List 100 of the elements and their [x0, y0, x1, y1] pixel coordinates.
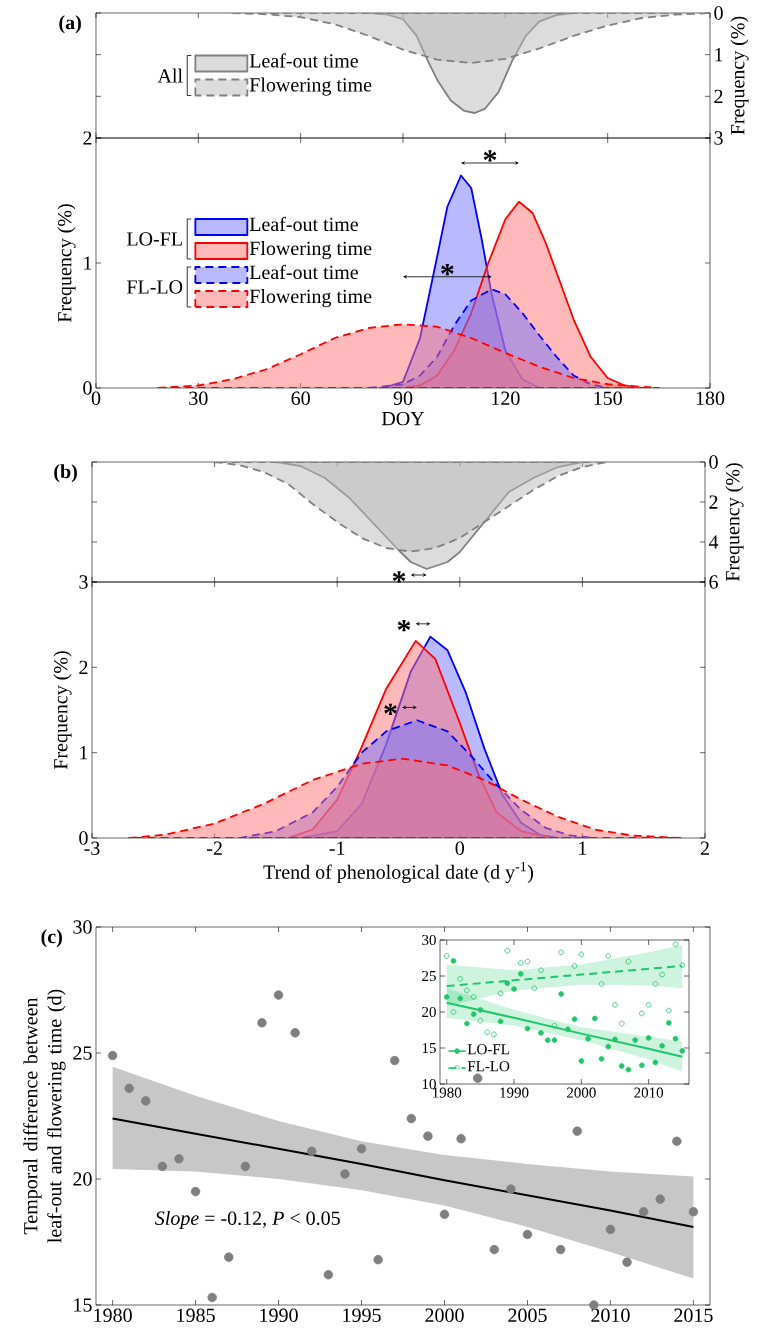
point	[450, 1009, 457, 1015]
y-tick-label: 30	[73, 920, 92, 934]
legend-label: Leaf-out time	[249, 53, 358, 68]
y-tick-label: 0	[714, 6, 723, 20]
point	[472, 1073, 483, 1083]
x-axis-title: DOY	[381, 411, 425, 426]
point	[585, 1035, 591, 1042]
point	[340, 1169, 350, 1179]
point	[107, 1050, 118, 1061]
annotation: *	[441, 263, 454, 276]
point	[672, 941, 679, 948]
point	[257, 1018, 267, 1028]
point	[390, 1055, 400, 1066]
annotation: FL-LO	[126, 280, 183, 294]
legend-label: Flowering time	[249, 77, 372, 96]
x-tick-label: 2010	[591, 1308, 630, 1323]
point	[578, 1058, 585, 1064]
point	[598, 981, 605, 987]
point	[688, 1207, 699, 1217]
chart-title: (c)	[41, 929, 62, 948]
point	[612, 1036, 618, 1043]
point	[679, 962, 686, 969]
y-tick-label: 10	[422, 1078, 436, 1090]
x-tick-label: 1980	[433, 1087, 462, 1098]
point	[598, 1056, 605, 1062]
point	[659, 971, 665, 978]
point	[406, 1113, 416, 1124]
chart-title: (a)	[59, 15, 81, 34]
point	[618, 1020, 625, 1027]
x-tick-label: 180	[696, 391, 725, 406]
point	[672, 1136, 682, 1146]
x-tick-label: 2000	[425, 1308, 464, 1323]
x-tick-label: 2010	[634, 1087, 664, 1098]
x-tick-label: 30	[189, 391, 208, 406]
point	[356, 1144, 367, 1154]
point	[578, 951, 585, 958]
point	[517, 960, 524, 966]
y-tick-label: 15	[74, 1298, 92, 1312]
point	[307, 1146, 317, 1156]
point	[625, 958, 632, 965]
x-tick-label: 1995	[343, 1308, 381, 1322]
point	[457, 976, 463, 982]
y-tick-label: 4	[708, 535, 719, 549]
chart-title: (b)	[54, 464, 77, 483]
y-axis-title: Frequency (%)	[53, 651, 72, 770]
legend-label: Flowering time	[249, 289, 372, 308]
annotation: *	[397, 620, 411, 632]
point	[639, 1010, 645, 1017]
y-tick-label: 0	[709, 455, 718, 469]
point	[491, 1031, 497, 1038]
point	[504, 948, 511, 954]
point	[506, 1184, 516, 1194]
point	[551, 1037, 558, 1043]
y-tick-label: 1	[84, 256, 92, 270]
legend-label: Leaf-out time	[249, 216, 358, 232]
point	[625, 1066, 632, 1073]
point	[207, 1292, 217, 1303]
point	[141, 1096, 151, 1106]
legend-label: Leaf-out time	[249, 264, 358, 280]
y-tick-label: 25	[422, 970, 436, 982]
point	[450, 958, 457, 964]
point	[224, 1252, 234, 1262]
x-tick-label: 120	[492, 391, 520, 406]
legend-label: Flowering time	[249, 241, 372, 260]
point	[456, 1133, 466, 1144]
annotation: *	[483, 150, 497, 162]
y-tick-label: 1	[80, 746, 88, 760]
y-tick-label: 1	[715, 48, 723, 62]
y-axis-title: Frequency (%)	[725, 463, 744, 582]
x-tick-label: 2	[700, 841, 709, 855]
point	[443, 953, 450, 959]
x-tick-label: 1980	[94, 1308, 132, 1323]
point	[373, 1254, 383, 1265]
point	[124, 1083, 134, 1093]
x-tick-label: 60	[291, 391, 310, 406]
point	[497, 990, 504, 997]
point	[591, 1015, 598, 1022]
x-tick-label: 1990	[500, 1087, 529, 1098]
point	[290, 1028, 300, 1038]
point	[638, 1207, 649, 1217]
y-tick-label: 6	[709, 575, 718, 589]
point	[517, 971, 524, 977]
point	[240, 1161, 251, 1172]
point	[565, 1026, 571, 1033]
point	[551, 1022, 558, 1029]
point	[605, 1043, 612, 1050]
point	[464, 1020, 470, 1027]
annotation: LO-FL	[126, 232, 182, 246]
x-tick-label: 150	[594, 391, 622, 406]
point	[612, 1002, 618, 1008]
x-axis-title: Trend of phenological date (d y$^{-1}$)	[263, 861, 534, 883]
point	[511, 986, 517, 992]
x-tick-label: 2015	[674, 1308, 713, 1323]
legend-label: FL-LO	[467, 1061, 510, 1072]
point	[672, 1035, 679, 1042]
y-tick-label: 3	[79, 575, 88, 589]
y-axis-title: Frequency (%)	[57, 204, 76, 323]
point	[524, 1025, 531, 1032]
point	[477, 1007, 484, 1013]
y-tick-label: 2	[709, 495, 718, 509]
